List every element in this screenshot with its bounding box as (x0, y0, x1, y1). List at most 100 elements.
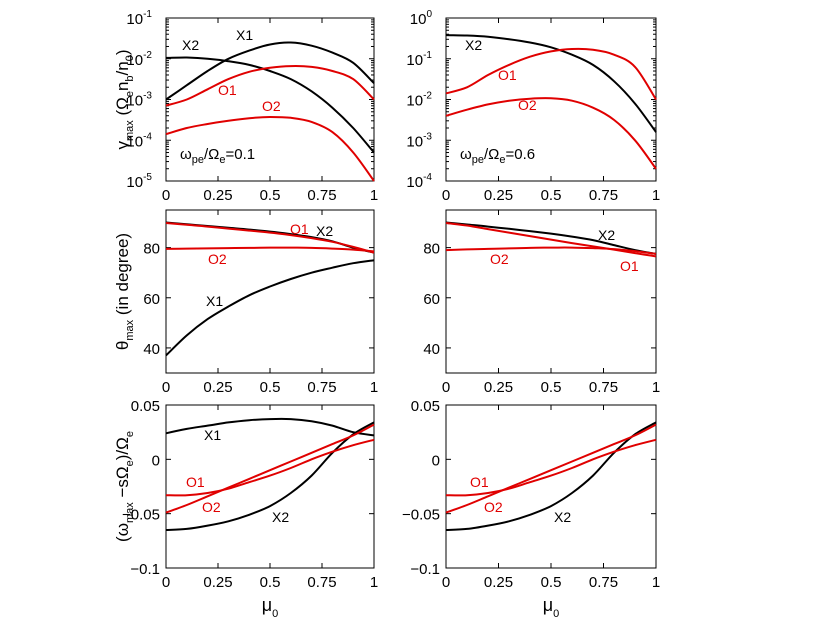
panel-annotation: ωpe/Ωe=0.6 (460, 146, 535, 166)
y-tick-label: 10-2 (126, 50, 152, 69)
x-tick-label: 0 (162, 187, 170, 204)
panel-r0-c0: 0 0.25 0.5 0.75 1 10-5 10-4 10-3 10-2 10-1 X1 X2 O1 O… (126, 9, 378, 204)
series-label-O1: O1 (498, 67, 517, 83)
y-tick-label: 10-2 (406, 91, 432, 110)
x-tick-label: 1 (652, 187, 660, 204)
series-label-X2: X2 (182, 37, 199, 53)
series-line-O2 (445, 97, 657, 170)
series-label-O1: O1 (218, 82, 237, 98)
xlabel-col0: μ0 (262, 595, 279, 620)
x-tick-label: 1 (370, 379, 378, 396)
series-line-O1 (165, 438, 375, 497)
x-tick-label: 1 (652, 379, 660, 396)
x-tick-label: 0.75 (307, 187, 336, 204)
x-tick-label: 0 (442, 187, 450, 204)
y-tick-label: −0.1 (130, 561, 160, 578)
y-tick-label: −0.05 (402, 507, 440, 524)
y-tick-label: 60 (143, 291, 160, 308)
series-line-O2 (165, 423, 375, 514)
x-tick-label: 0.75 (589, 379, 618, 396)
panel-r2-c1: 0 0.25 0.5 0.75 1 −0.1 −0.05 0 0.05 X2 O1 O2 (402, 398, 660, 591)
panel-r1-c0: 0 0.25 0.5 0.75 1 40 60 80 X1 X2 O1 O2 (143, 209, 378, 396)
series-label-X2: X2 (316, 223, 333, 239)
x-tick-label: 0 (162, 574, 170, 591)
series-line-O1 (445, 222, 657, 258)
x-tick-label: 0.5 (541, 574, 562, 591)
x-tick-label: 0.75 (589, 187, 618, 204)
y-tick-label: 80 (143, 241, 160, 258)
y-tick-label: 10-3 (406, 131, 432, 150)
series-label-O2: O2 (484, 499, 503, 515)
y-tick-label: 60 (423, 291, 440, 308)
x-tick-label: 0.25 (484, 379, 513, 396)
y-tick-label: 0.05 (131, 398, 160, 415)
x-tick-label: 1 (370, 187, 378, 204)
ylabel-gamma: γmax (Ωenb/n0) (113, 49, 136, 149)
series-label-O1: O1 (620, 258, 639, 274)
x-tick-label: 0.5 (541, 379, 562, 396)
series-label-O2: O2 (262, 98, 281, 114)
x-tick-label: 0.25 (203, 574, 232, 591)
y-tick-label: 40 (423, 341, 440, 358)
y-tick-label: 100 (410, 9, 433, 28)
y-tick-label: 0 (152, 452, 160, 469)
series-line-O2 (165, 115, 375, 182)
series-line-X1 (165, 417, 375, 437)
series-line-X1 (165, 41, 375, 101)
series-line-O1 (445, 47, 657, 101)
x-tick-label: 0.25 (484, 187, 513, 204)
ylabel-freq: (ωmax −sΩe)/Ωe (113, 431, 136, 542)
series-label-O2: O2 (490, 251, 509, 267)
series-label-O2: O2 (518, 97, 537, 113)
y-tick-label: 10-1 (126, 9, 152, 28)
series-line-X2 (445, 34, 657, 133)
panel-r1-c1: 0 0.25 0.5 0.75 1 40 60 80 X2 O1 O2 (423, 209, 660, 396)
series-label-O1: O1 (470, 474, 489, 490)
series-label-X2: X2 (465, 37, 482, 53)
y-tick-label: 80 (423, 241, 440, 258)
y-tick-label: 0 (432, 452, 440, 469)
series-label-X1: X1 (236, 27, 253, 43)
x-tick-label: 0.5 (260, 187, 281, 204)
ylabel-theta: θmax (in degree) (113, 233, 136, 350)
xlabel-col1: μ0 (543, 595, 560, 620)
series-label-X2: X2 (554, 509, 571, 525)
x-tick-label: 0.25 (203, 379, 232, 396)
plot-frame (165, 209, 375, 374)
y-tick-label: 0.05 (411, 398, 440, 415)
series-label-O2: O2 (208, 251, 227, 267)
series-label-O1: O1 (290, 221, 309, 237)
x-tick-label: 1 (652, 574, 660, 591)
x-tick-label: 0.25 (203, 187, 232, 204)
x-tick-label: 1 (370, 574, 378, 591)
series-line-O2 (445, 423, 657, 514)
series-line-O1 (165, 222, 375, 254)
series-label-X1: X1 (206, 293, 223, 309)
series-line-O1 (165, 65, 375, 107)
y-tick-label: 10-4 (406, 172, 432, 191)
x-tick-label: 0.5 (541, 187, 562, 204)
x-tick-label: 0.75 (307, 574, 336, 591)
series-line-X2 (165, 421, 375, 531)
panel-annotation: ωpe/Ωe=0.1 (180, 146, 255, 166)
series-label-O1: O1 (186, 474, 205, 490)
y-tick-label: −0.05 (122, 507, 160, 524)
x-tick-label: 0.75 (589, 574, 618, 591)
series-line-X2 (165, 56, 375, 154)
series-line-X2 (445, 221, 657, 255)
series-label-O2: O2 (202, 499, 221, 515)
y-tick-label: 10-3 (126, 91, 152, 110)
series-label-X2: X2 (272, 509, 289, 525)
series-line-X2 (445, 421, 657, 531)
series-label-X2: X2 (598, 227, 615, 243)
y-tick-label: 10-5 (126, 172, 152, 191)
x-tick-label: 0.25 (484, 574, 513, 591)
panel-r2-c0: 0 0.25 0.5 0.75 1 −0.1 −0.05 0 0.05 X1 X2 O1 O2 (122, 398, 378, 591)
series-line-O2 (165, 246, 375, 253)
x-tick-label: 0.5 (260, 574, 281, 591)
y-tick-label: 10-1 (406, 50, 432, 69)
series-line-X1 (165, 259, 375, 357)
y-tick-label: 40 (143, 341, 160, 358)
y-tick-label: 10-4 (126, 131, 152, 150)
